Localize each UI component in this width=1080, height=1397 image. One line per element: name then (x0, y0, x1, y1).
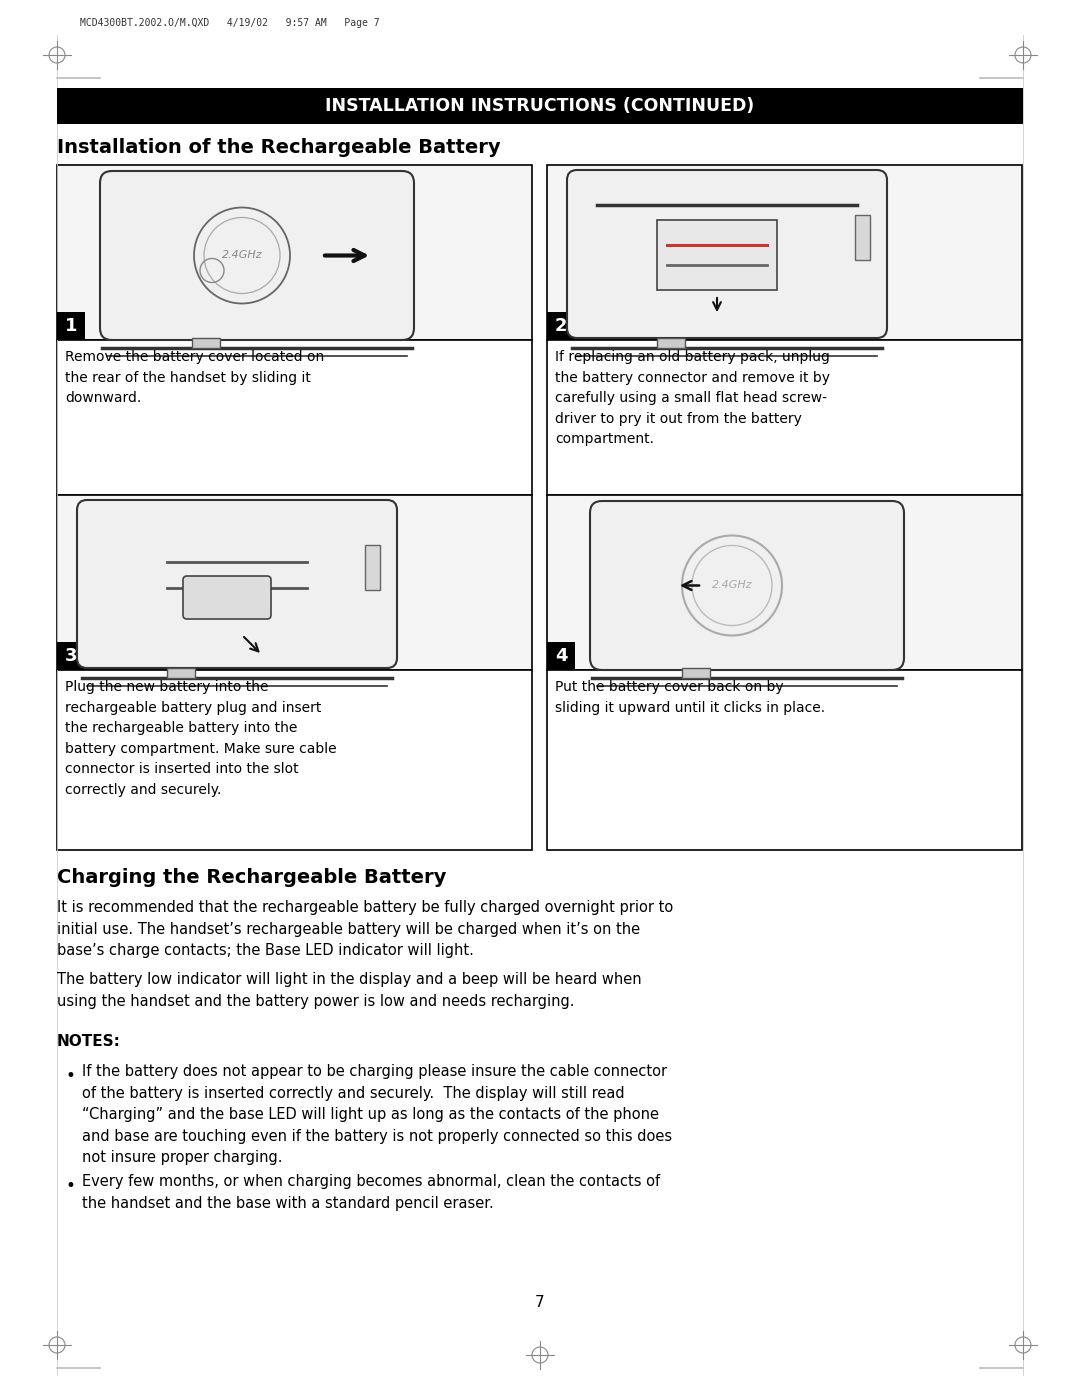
Bar (57, 88, 1023, 124)
Text: Put the battery cover back on by
sliding it upward until it clicks in place.: Put the battery cover back on by sliding… (555, 680, 825, 715)
Text: 1: 1 (65, 317, 78, 335)
Text: Remove the battery cover located on
the rear of the handset by sliding it
downwa: Remove the battery cover located on the … (65, 351, 324, 405)
Text: INSTALLATION INSTRUCTIONS (CONTINUED): INSTALLATION INSTRUCTIONS (CONTINUED) (325, 96, 755, 115)
Text: 2.4GHz: 2.4GHz (712, 581, 753, 591)
Text: 7: 7 (536, 1295, 544, 1310)
FancyBboxPatch shape (100, 170, 414, 339)
Text: MCD4300BT.2002.O/M.QXD   4/19/02   9:57 AM   Page 7: MCD4300BT.2002.O/M.QXD 4/19/02 9:57 AM P… (80, 18, 380, 28)
Text: 2.4GHz: 2.4GHz (221, 250, 262, 260)
Bar (57, 312, 85, 339)
Text: 3: 3 (65, 647, 78, 665)
Text: 4: 4 (555, 647, 567, 665)
Bar (57, 495, 532, 671)
Bar (855, 215, 870, 260)
Bar (546, 165, 1022, 339)
Text: Installation of the Rechargeable Battery: Installation of the Rechargeable Battery (57, 138, 501, 156)
Bar (57, 165, 532, 339)
Text: Every few months, or when charging becomes abnormal, clean the contacts of
the h: Every few months, or when charging becom… (82, 1173, 660, 1211)
Bar (365, 545, 380, 590)
FancyBboxPatch shape (183, 576, 271, 619)
Bar (57, 671, 532, 849)
Bar (546, 339, 1022, 495)
Bar (57, 339, 532, 495)
Text: NOTES:: NOTES: (57, 1034, 121, 1049)
Bar (167, 668, 195, 678)
FancyBboxPatch shape (567, 170, 887, 338)
Bar (57, 643, 85, 671)
Bar (657, 219, 777, 291)
Bar (192, 338, 220, 348)
Text: Charging the Rechargeable Battery: Charging the Rechargeable Battery (57, 868, 446, 887)
Bar (657, 338, 685, 348)
Text: The battery low indicator will light in the display and a beep will be heard whe: The battery low indicator will light in … (57, 972, 642, 1009)
Text: Plug the new battery into the
rechargeable battery plug and insert
the rechargea: Plug the new battery into the rechargeab… (65, 680, 337, 798)
Bar (546, 643, 575, 671)
Bar (546, 671, 1022, 849)
FancyBboxPatch shape (77, 500, 397, 668)
Bar (546, 495, 1022, 671)
Text: •: • (65, 1067, 75, 1085)
Text: It is recommended that the rechargeable battery be fully charged overnight prior: It is recommended that the rechargeable … (57, 900, 673, 958)
Text: •: • (65, 1178, 75, 1194)
Bar (546, 312, 575, 339)
Bar (681, 668, 710, 678)
Text: If replacing an old battery pack, unplug
the battery connector and remove it by
: If replacing an old battery pack, unplug… (555, 351, 831, 447)
Text: 2: 2 (555, 317, 567, 335)
FancyBboxPatch shape (590, 502, 904, 671)
Text: If the battery does not appear to be charging please insure the cable connector
: If the battery does not appear to be cha… (82, 1065, 672, 1165)
